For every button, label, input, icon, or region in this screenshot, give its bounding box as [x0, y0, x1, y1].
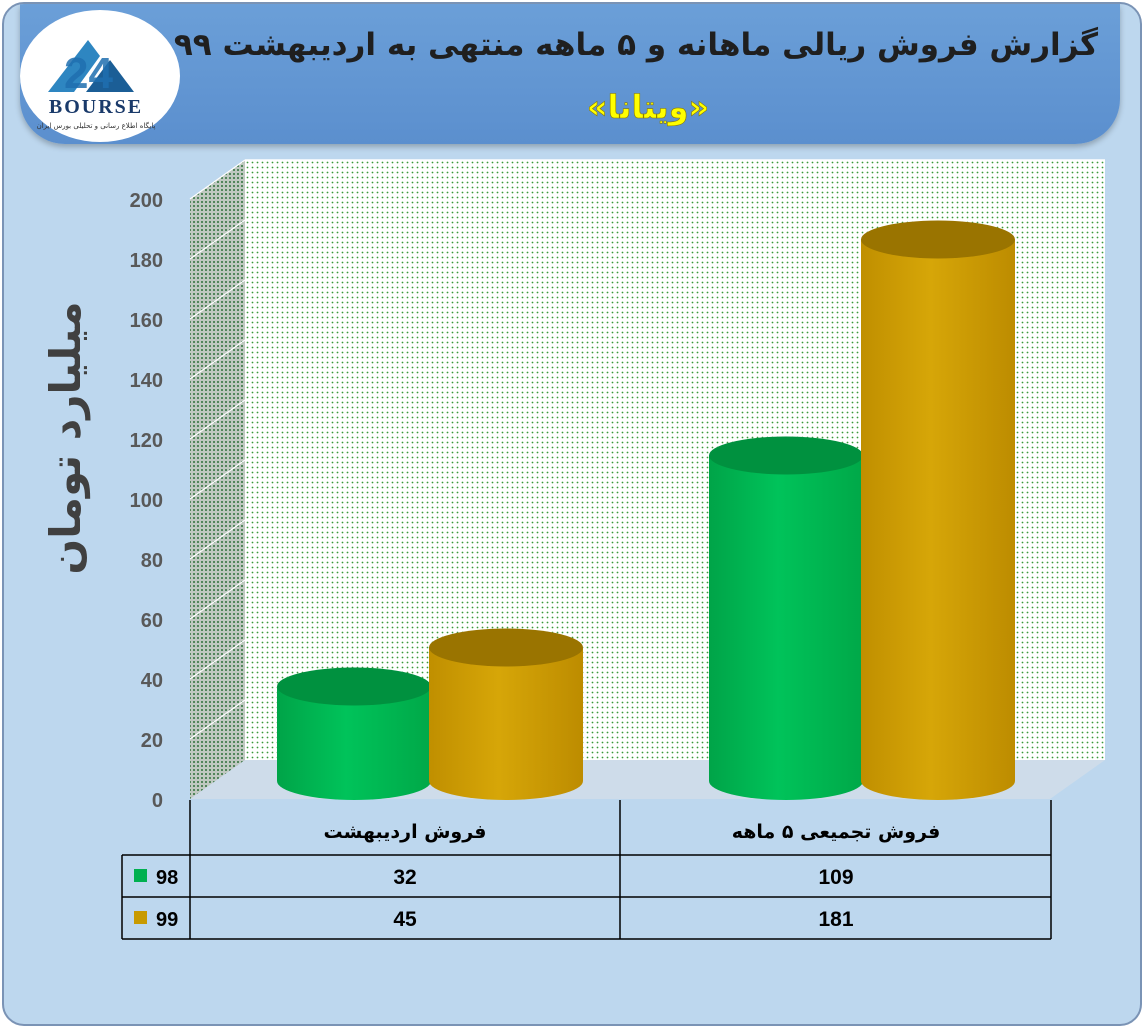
bar-top — [861, 220, 1015, 259]
logo-tagline: پایگاه اطلاع رسانی و تحلیلی بورس ایران — [37, 121, 156, 130]
category-label: فروش اردیبهشت — [324, 821, 487, 843]
chart-title: گزارش فروش ریالی ماهانه و ۵ ماهه منتهی ب… — [174, 26, 1099, 63]
table-cell: 109 — [818, 866, 853, 889]
y-tick-label: 20 — [141, 730, 163, 752]
table-cell: 45 — [393, 908, 417, 931]
table-cell: 32 — [393, 866, 416, 889]
logo-art: 24 BOURSE پایگاه اطلاع رسانی و تحلیلی بو… — [37, 40, 156, 130]
gridline-side — [189, 699, 246, 740]
legend-label-99: 99 — [156, 909, 178, 931]
table-cell: 181 — [818, 908, 853, 931]
y-tick-label: 40 — [141, 670, 163, 692]
y-tick-label: 180 — [130, 250, 163, 272]
y-tick-label: 0 — [152, 790, 163, 812]
y-tick-label: 60 — [141, 610, 163, 632]
gridline-side — [189, 339, 246, 380]
gridline-side — [189, 219, 246, 260]
bar-body — [429, 647, 583, 800]
y-tick-label: 120 — [130, 430, 163, 452]
bar-98-0 — [277, 667, 431, 800]
bar-99-1 — [861, 220, 1015, 800]
y-axis-label: میلیارد تومان — [41, 301, 91, 574]
bar-body — [709, 455, 863, 800]
svg-text:24: 24 — [64, 49, 113, 98]
legend-swatch-98 — [134, 869, 147, 882]
bar-99-0 — [429, 628, 583, 800]
y-axis-ticks: 0 20 40 60 80 100 120 140 160 180 200 — [130, 190, 163, 812]
legend-swatch-99 — [134, 911, 147, 924]
bar-98-1 — [709, 436, 863, 800]
y-tick-label: 100 — [130, 490, 163, 512]
y-tick-label: 160 — [130, 310, 163, 332]
category-label: فروش تجمیعی ۵ ماهه — [732, 821, 941, 843]
chart-subtitle: «ویتانا» — [587, 88, 709, 126]
gridline-side — [189, 399, 246, 440]
logo-brand: BOURSE — [49, 96, 143, 118]
bar-top — [429, 628, 583, 667]
y-tick-label: 140 — [130, 370, 163, 392]
gridline-side — [189, 639, 246, 680]
gridline-side — [189, 519, 246, 560]
bar-body — [861, 239, 1015, 800]
gridline-side — [189, 579, 246, 620]
bar-body — [277, 686, 431, 800]
bars — [277, 220, 1015, 800]
bar-top — [277, 667, 431, 706]
gridline-side — [189, 159, 246, 200]
bar-top — [709, 436, 863, 475]
legend-label-98: 98 — [156, 867, 178, 889]
y-tick-label: 200 — [130, 190, 163, 212]
gridline-side — [189, 279, 246, 320]
y-tick-label: 80 — [141, 550, 163, 572]
gridline-side — [189, 459, 246, 500]
title-banner — [20, 4, 1120, 144]
data-table: فروش اردیبهشت فروش تجمیعی ۵ ماهه 98 99 3… — [121, 800, 1052, 940]
